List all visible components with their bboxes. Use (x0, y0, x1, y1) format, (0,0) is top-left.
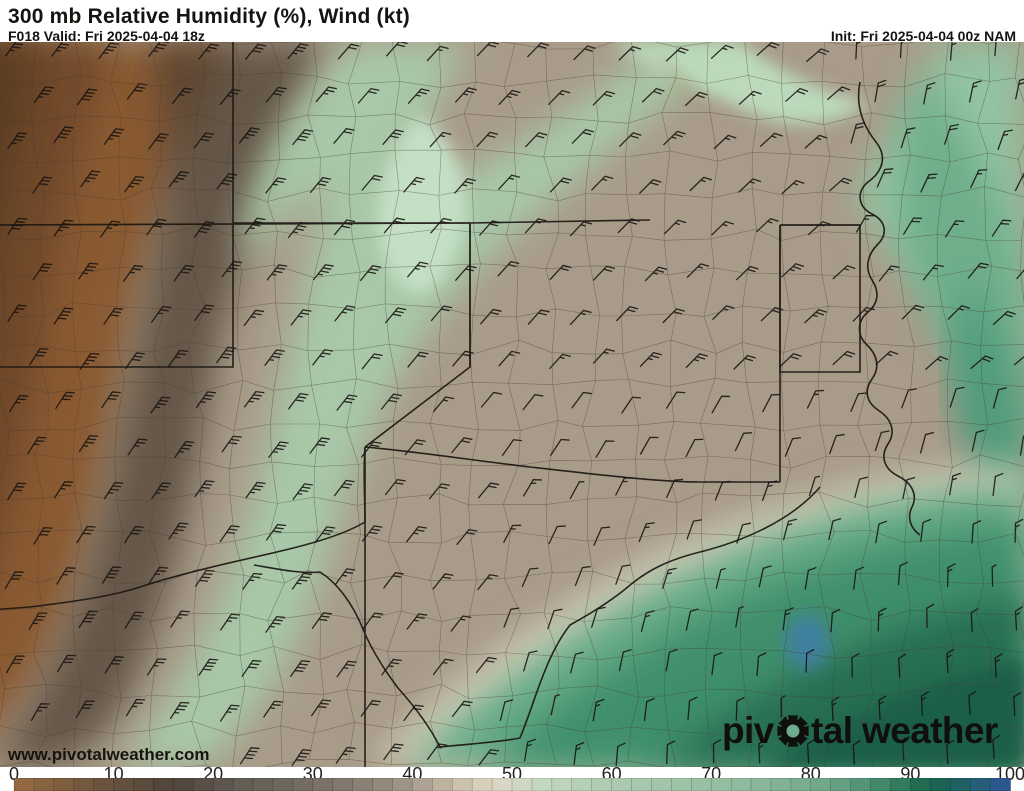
svg-text:tal weather: tal weather (811, 710, 998, 751)
svg-text:piv: piv (722, 710, 775, 751)
